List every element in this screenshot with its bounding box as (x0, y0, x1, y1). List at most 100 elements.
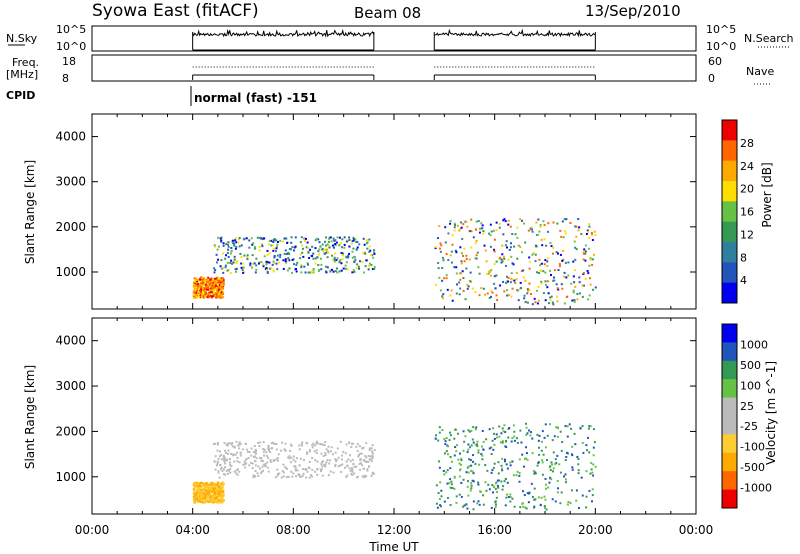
scatter-point (209, 493, 212, 496)
scatter-point (208, 491, 211, 494)
scatter-point (193, 498, 196, 501)
scatter-point (298, 444, 301, 447)
scatter-point (305, 468, 308, 471)
scatter-point (462, 449, 465, 452)
scatter-point (231, 240, 234, 243)
scatter-point (533, 505, 536, 508)
scatter-point (235, 262, 238, 265)
scatter-point (451, 234, 454, 237)
scatter-point (570, 282, 573, 285)
scatter-point (506, 280, 509, 283)
scatter-point (259, 441, 262, 444)
scatter-point (505, 281, 508, 284)
scatter-point (320, 461, 323, 464)
scatter-point (279, 256, 282, 259)
scatter-point (196, 285, 199, 288)
scatter-point (311, 254, 314, 257)
scatter-point (557, 269, 560, 272)
scatter-point (545, 283, 548, 286)
scatter-point (546, 280, 549, 283)
scatter-point (435, 484, 438, 487)
scatter-point (340, 470, 343, 473)
scatter-point (258, 245, 261, 248)
scatter-point (451, 243, 454, 246)
scatter-point (265, 268, 268, 271)
scatter-point (456, 444, 459, 447)
scatter-point (449, 486, 452, 489)
scatter-point (593, 253, 596, 256)
scatter-point (368, 447, 371, 450)
scatter-point (484, 481, 487, 484)
scatter-point (584, 277, 587, 280)
scatter-point (337, 456, 340, 459)
scatter-point (458, 281, 461, 284)
scatter-point (313, 450, 316, 453)
scatter-point (462, 223, 465, 226)
scatter-point (500, 432, 503, 435)
scatter-point (241, 262, 244, 265)
scatter-point (262, 448, 265, 451)
scatter-point (254, 464, 257, 467)
scatter-point (489, 234, 492, 237)
scatter-point (329, 236, 332, 239)
scatter-point (197, 293, 200, 296)
colorbar-tick-label: -1000 (740, 482, 772, 495)
scatter-point (302, 255, 305, 258)
scatter-point (489, 295, 492, 298)
scatter-point (209, 497, 212, 500)
scatter-point (221, 277, 224, 280)
scatter-point (491, 469, 494, 472)
scatter-point (472, 426, 475, 429)
scatter-point (198, 284, 201, 287)
scatter-point (272, 459, 275, 462)
scatter-point (524, 422, 527, 425)
scatter-point (543, 263, 546, 266)
scatter-point (567, 500, 570, 503)
scatter-point (490, 471, 493, 474)
scatter-point (208, 501, 211, 504)
scatter-point (573, 298, 576, 301)
scatter-point (485, 260, 488, 263)
scatter-point (220, 287, 223, 290)
scatter-point (594, 286, 597, 289)
scatter-point (541, 430, 544, 433)
y-tick-label: 1000 (55, 265, 86, 279)
scatter-point (201, 281, 204, 284)
scatter-point (553, 435, 556, 438)
scatter-point (550, 461, 553, 464)
scatter-point (328, 459, 331, 462)
scatter-point (247, 457, 250, 460)
scatter-point (238, 245, 241, 248)
scatter-point (442, 469, 445, 472)
scatter-point (351, 256, 354, 259)
scatter-point (197, 485, 200, 488)
scatter-point (215, 261, 218, 264)
scatter-point (334, 463, 337, 466)
scatter-point (329, 268, 332, 271)
scatter-point (441, 279, 444, 282)
scatter-point (549, 423, 552, 426)
scatter-point (222, 242, 225, 245)
scatter-point (196, 495, 199, 498)
scatter-point (205, 278, 208, 281)
scatter-point (355, 240, 358, 243)
scatter-point (290, 444, 293, 447)
scatter-point (327, 451, 330, 454)
scatter-point (520, 270, 523, 273)
scatter-point (215, 253, 218, 256)
scatter-point (234, 268, 237, 271)
scatter-point (460, 457, 463, 460)
scatter-point (231, 445, 234, 448)
scatter-point (196, 498, 199, 501)
scatter-point (236, 468, 239, 471)
scatter-point (196, 278, 199, 281)
scatter-point (209, 482, 212, 485)
scatter-point (266, 253, 269, 256)
scatter-point (480, 453, 483, 456)
scatter-point (257, 475, 260, 478)
scatter-point (582, 272, 585, 275)
scatter-point (215, 286, 218, 289)
scatter-point (543, 507, 546, 510)
scatter-point (266, 466, 269, 469)
scatter-point (587, 298, 590, 301)
